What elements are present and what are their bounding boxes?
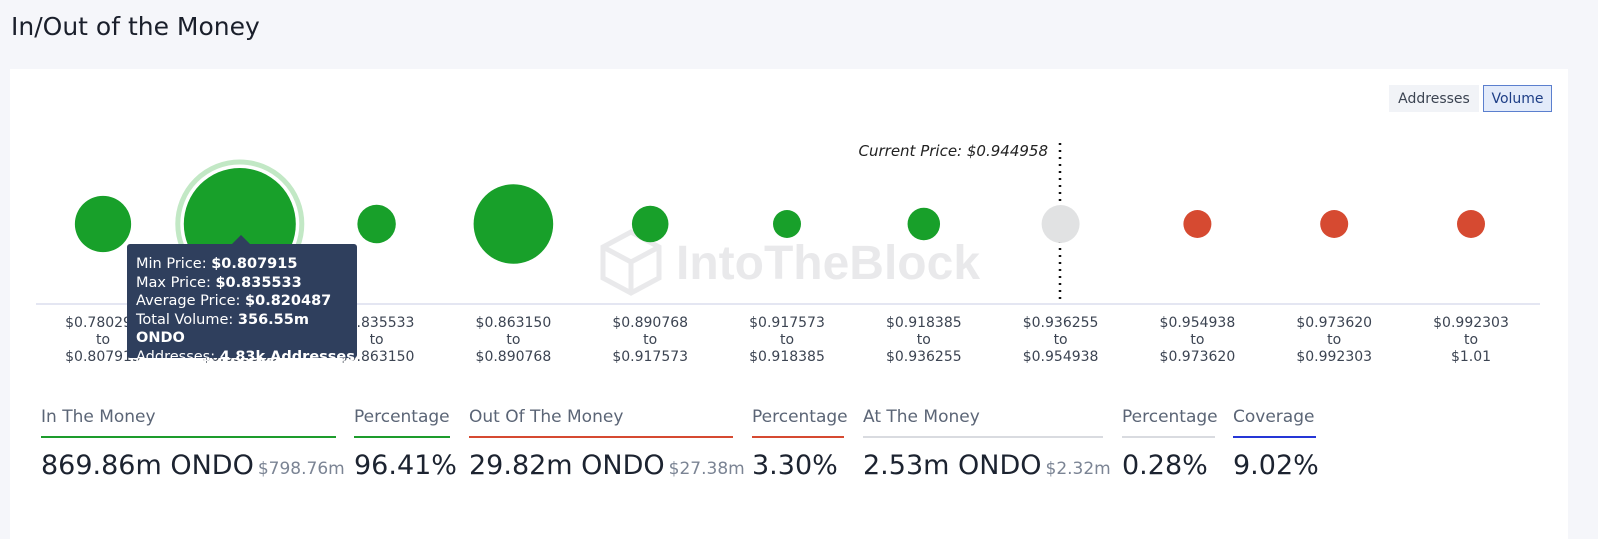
range-label-to: $0.890768 xyxy=(475,349,552,365)
range-label-to: $0.992303 xyxy=(1296,349,1373,365)
tooltip-addresses: 4.83k Addresses xyxy=(219,348,355,365)
at-the-money-value: 2.53m ONDO $2.32m xyxy=(863,450,1111,481)
bubble-out-9[interactable] xyxy=(1320,210,1349,238)
range-label: $0.835533 to $0.863150 xyxy=(317,315,437,366)
coverage-rule xyxy=(1233,436,1316,438)
bucket-tooltip: Min Price: $0.807915 Max Price: $0.83553… xyxy=(127,244,357,365)
current-price-label: Current Price: $0.944958 xyxy=(859,142,1049,160)
range-label-from: $0.780298 xyxy=(65,315,141,331)
range-label-to-word: to xyxy=(369,332,384,348)
bubble-in-4[interactable] xyxy=(631,205,669,243)
bubble-out-8[interactable] xyxy=(1183,210,1212,238)
addresses-toggle-button[interactable]: Addresses xyxy=(1389,85,1479,112)
range-label-from: $0.918385 xyxy=(885,315,962,331)
volume-toggle-button[interactable]: Volume xyxy=(1483,85,1552,112)
range-label-to-word: to xyxy=(1327,332,1342,348)
in-percentage-label: Percentage xyxy=(354,407,450,427)
range-label-from: $0.973620 xyxy=(1296,315,1373,331)
range-label-to: $0.936255 xyxy=(885,349,962,365)
bubble-in-3[interactable] xyxy=(473,184,554,264)
bubble-in-6[interactable] xyxy=(907,207,941,241)
range-label: $0.863150 to $0.890768 xyxy=(453,315,573,366)
in-the-money-label: In The Money xyxy=(41,407,156,427)
range-label-to-word: to xyxy=(506,332,521,348)
range-label-to: $0.863150 xyxy=(338,349,415,365)
bubble-in-2[interactable] xyxy=(357,204,396,244)
range-label: $0.780298 to $0.807915 xyxy=(43,315,163,366)
in-the-money-rule xyxy=(41,436,336,438)
range-label-to-word: to xyxy=(916,332,931,348)
watermark-logo-icon xyxy=(600,229,662,296)
range-label-from: $0.917573 xyxy=(749,315,825,331)
bubble-in-5[interactable] xyxy=(773,210,801,238)
out-of-the-money-value: 29.82m ONDO $27.38m xyxy=(469,450,745,481)
range-label: $0.918385 to $0.936255 xyxy=(864,315,984,366)
range-label-from: $0.890768 xyxy=(612,315,689,331)
range-label: $0.973620 to $0.992303 xyxy=(1274,315,1394,366)
range-label-to-word: to xyxy=(1463,332,1479,348)
range-label-to-word: to xyxy=(1190,332,1205,348)
range-label: $0.954938 to $0.973620 xyxy=(1137,315,1257,366)
out-percentage-label: Percentage xyxy=(752,407,848,427)
range-label-to: $0.807915 xyxy=(65,349,141,365)
range-label-from: $0.863150 xyxy=(475,315,552,331)
range-label-to-word: to xyxy=(1053,332,1068,348)
coverage-label: Coverage xyxy=(1233,407,1315,427)
out-percentage-value: 3.30% xyxy=(752,450,838,481)
range-label-to-word: to xyxy=(95,332,111,348)
range-label: $0.992303 to $1.01 xyxy=(1411,315,1531,366)
at-percentage-label: Percentage xyxy=(1122,407,1218,427)
range-label-from: $0.835533 xyxy=(338,315,415,331)
at-the-money-rule xyxy=(863,436,1103,438)
tooltip-min-price: $0.807915 xyxy=(211,256,298,272)
range-label-to-word: to xyxy=(779,332,795,348)
watermark-text: IntoTheBlock xyxy=(676,237,980,290)
page-title: In/Out of the Money xyxy=(11,12,260,41)
at-percentage-rule xyxy=(1122,436,1215,438)
range-label-to: $0.954938 xyxy=(1022,349,1099,365)
tooltip-avg-price: $0.820487 xyxy=(245,293,332,310)
in-the-money-value: 869.86m ONDO $798.76m xyxy=(41,450,345,481)
range-label-from: $0.954938 xyxy=(1159,315,1236,331)
tooltip-max-price: $0.835533 xyxy=(215,274,302,291)
in-percentage-rule xyxy=(354,436,450,438)
tooltip-arrow xyxy=(232,235,250,244)
bubble-in-0[interactable] xyxy=(74,195,132,253)
bubble-out-10[interactable] xyxy=(1457,210,1485,238)
tooltip-volume: 356.55m ONDO xyxy=(136,311,309,347)
range-label-from: $0.936255 xyxy=(1022,315,1099,331)
in-percentage-value: 96.41% xyxy=(354,450,457,481)
coverage-value: 9.02% xyxy=(1233,450,1319,481)
range-label-to: $0.918385 xyxy=(749,349,825,365)
out-of-the-money-label: Out Of The Money xyxy=(469,407,624,427)
watermark: IntoTheBlock xyxy=(600,229,980,296)
at-percentage-value: 0.28% xyxy=(1122,450,1208,481)
range-label-to: $1.01 xyxy=(1450,349,1492,365)
range-label-from: $0.992303 xyxy=(1433,315,1509,331)
range-label-to-word: to xyxy=(643,332,658,348)
range-label: $0.917573 to $0.918385 xyxy=(727,315,847,366)
at-the-money-label: At The Money xyxy=(863,407,980,427)
range-label-to: $0.917573 xyxy=(612,349,689,365)
out-percentage-rule xyxy=(752,436,844,438)
range-label-to: $0.973620 xyxy=(1159,349,1236,365)
range-label: $0.936255 to $0.954938 xyxy=(1001,315,1121,366)
bubble-at-7[interactable] xyxy=(1041,205,1080,243)
range-label: $0.890768 to $0.917573 xyxy=(590,315,710,366)
out-of-the-money-rule xyxy=(469,436,733,438)
